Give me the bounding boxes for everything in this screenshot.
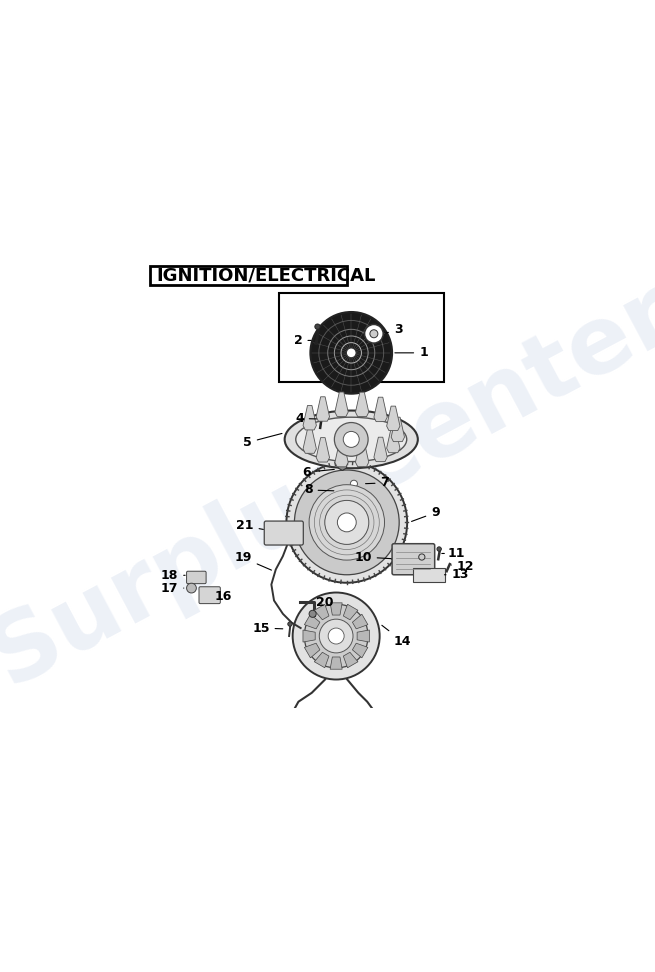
Circle shape	[310, 312, 392, 394]
Polygon shape	[330, 657, 342, 669]
Circle shape	[343, 432, 359, 447]
Polygon shape	[343, 605, 358, 620]
Text: 12: 12	[451, 560, 474, 573]
Polygon shape	[343, 652, 358, 668]
Text: 5: 5	[243, 434, 282, 449]
Text: 10: 10	[354, 550, 391, 564]
Polygon shape	[374, 398, 387, 422]
Circle shape	[370, 330, 378, 337]
Circle shape	[288, 622, 292, 626]
Text: 2: 2	[293, 334, 311, 347]
Polygon shape	[330, 603, 342, 615]
Circle shape	[293, 593, 380, 679]
Circle shape	[319, 619, 353, 653]
Text: 16: 16	[215, 590, 233, 603]
Polygon shape	[356, 392, 369, 417]
Ellipse shape	[296, 417, 407, 462]
Circle shape	[309, 485, 384, 560]
Circle shape	[187, 583, 196, 593]
FancyBboxPatch shape	[264, 521, 303, 545]
Polygon shape	[357, 630, 369, 642]
Polygon shape	[335, 442, 348, 467]
Polygon shape	[335, 392, 348, 416]
Polygon shape	[391, 417, 405, 441]
Text: 17: 17	[160, 581, 184, 595]
Text: 15: 15	[252, 621, 283, 635]
Text: 8: 8	[304, 483, 334, 497]
Circle shape	[309, 610, 316, 617]
Text: 21: 21	[236, 519, 263, 533]
Polygon shape	[305, 643, 320, 658]
Polygon shape	[316, 397, 329, 421]
Text: 11: 11	[441, 547, 464, 560]
Circle shape	[350, 480, 358, 487]
Circle shape	[337, 513, 356, 532]
Polygon shape	[374, 437, 387, 462]
Polygon shape	[303, 429, 316, 453]
Circle shape	[437, 547, 441, 551]
Circle shape	[419, 554, 425, 560]
Text: 7: 7	[365, 476, 389, 489]
Text: SurplusCenter: SurplusCenter	[0, 266, 655, 706]
Polygon shape	[303, 630, 315, 642]
Ellipse shape	[285, 410, 418, 469]
FancyBboxPatch shape	[413, 568, 445, 582]
Text: IGNITION/ELECTRICAL: IGNITION/ELECTRICAL	[156, 266, 375, 285]
Circle shape	[346, 348, 356, 358]
Polygon shape	[303, 405, 316, 430]
Text: 19: 19	[234, 551, 271, 571]
Circle shape	[295, 470, 399, 574]
Polygon shape	[352, 643, 368, 658]
Polygon shape	[352, 614, 368, 629]
FancyBboxPatch shape	[187, 572, 206, 583]
Circle shape	[286, 462, 407, 583]
Circle shape	[365, 325, 383, 343]
Bar	[279, 293, 443, 382]
Polygon shape	[356, 442, 369, 467]
Text: 9: 9	[411, 506, 440, 521]
FancyBboxPatch shape	[199, 587, 220, 604]
Circle shape	[345, 475, 363, 493]
Text: 1: 1	[395, 346, 428, 360]
Text: 14: 14	[382, 625, 411, 648]
Circle shape	[325, 501, 369, 544]
Circle shape	[334, 423, 368, 456]
FancyBboxPatch shape	[337, 487, 348, 495]
Polygon shape	[314, 652, 329, 668]
Text: 6: 6	[302, 466, 334, 479]
Circle shape	[319, 414, 324, 418]
FancyBboxPatch shape	[392, 543, 435, 574]
Polygon shape	[314, 605, 329, 620]
Text: 4: 4	[295, 412, 316, 425]
Polygon shape	[386, 429, 400, 453]
Circle shape	[315, 324, 320, 330]
Text: 3: 3	[386, 324, 402, 336]
Polygon shape	[338, 461, 346, 470]
Polygon shape	[305, 614, 320, 629]
Polygon shape	[316, 437, 329, 462]
Polygon shape	[386, 406, 400, 431]
Circle shape	[304, 604, 368, 668]
Circle shape	[328, 628, 344, 644]
Text: 13: 13	[445, 569, 469, 581]
Text: 18: 18	[160, 570, 185, 582]
FancyBboxPatch shape	[150, 266, 346, 285]
Text: 20: 20	[316, 596, 333, 608]
